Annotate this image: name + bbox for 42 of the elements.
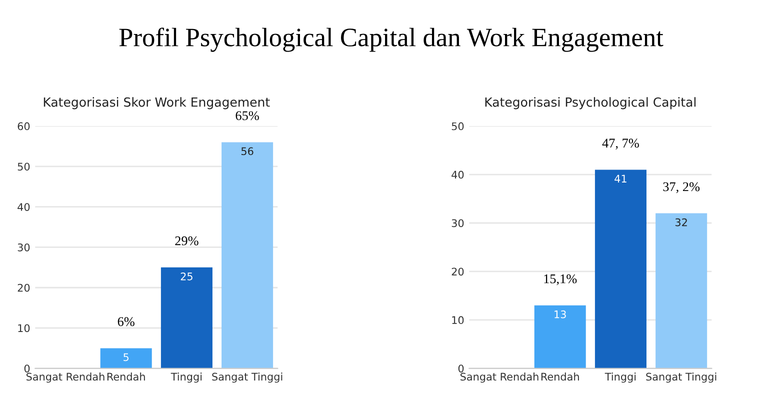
chart-title: Kategorisasi Psychological Capital — [485, 97, 696, 110]
y-tick-label: 0 — [24, 364, 30, 372]
x-tick-label: Tinggi — [604, 372, 636, 383]
bar — [656, 213, 708, 368]
bar — [100, 348, 152, 368]
x-tick-label: Sangat Rendah — [460, 372, 538, 383]
bar — [594, 170, 646, 368]
x-tick-label: Rendah — [541, 372, 579, 381]
x-tick-label: Sangat Rendah — [26, 372, 104, 383]
x-tick-label: Sangat Tinggi — [646, 372, 716, 383]
y-tick-label: 50 — [18, 162, 30, 171]
y-tick-label: 30 — [452, 219, 464, 228]
data-label: 5 — [124, 353, 128, 362]
y-tick-label: 50 — [452, 122, 464, 130]
y-tick-label: 10 — [18, 324, 30, 332]
y-tick-label: 20 — [18, 284, 30, 292]
y-tick-label: 30 — [18, 243, 30, 252]
annotation: 65% — [236, 111, 259, 120]
data-label: 41 — [614, 174, 626, 182]
bar — [160, 267, 212, 368]
data-label: 25 — [180, 272, 192, 280]
chart-subtitle: Kategorisasi Skor Work Engagement — [44, 97, 270, 110]
y-tick-label: 40 — [18, 203, 30, 211]
x-tick-label: Sangat Tinggi — [212, 372, 282, 383]
y-tick-label: 60 — [18, 122, 30, 130]
y-tick-label: 0 — [458, 364, 464, 372]
data-label: 32 — [675, 218, 687, 226]
text: Profil Psychological Capital dan Work Engagement — [119, 28, 664, 52]
annotation: 6% — [118, 317, 134, 326]
y-tick-label: 20 — [452, 268, 464, 276]
x-tick-label: Tinggi — [170, 372, 202, 383]
annotation: 37, 2% — [663, 182, 700, 194]
y-tick-label: 10 — [452, 316, 464, 324]
data-label: 13 — [554, 310, 566, 318]
data-label: 56 — [241, 147, 254, 156]
annotation: 15,1% — [544, 274, 577, 286]
bar — [222, 142, 274, 368]
annotation: 47, 7% — [602, 138, 639, 150]
annotation: 29% — [175, 236, 198, 246]
bar — [534, 305, 586, 368]
y-tick-label: 40 — [452, 170, 464, 179]
x-tick-label: Rendah — [107, 372, 145, 381]
